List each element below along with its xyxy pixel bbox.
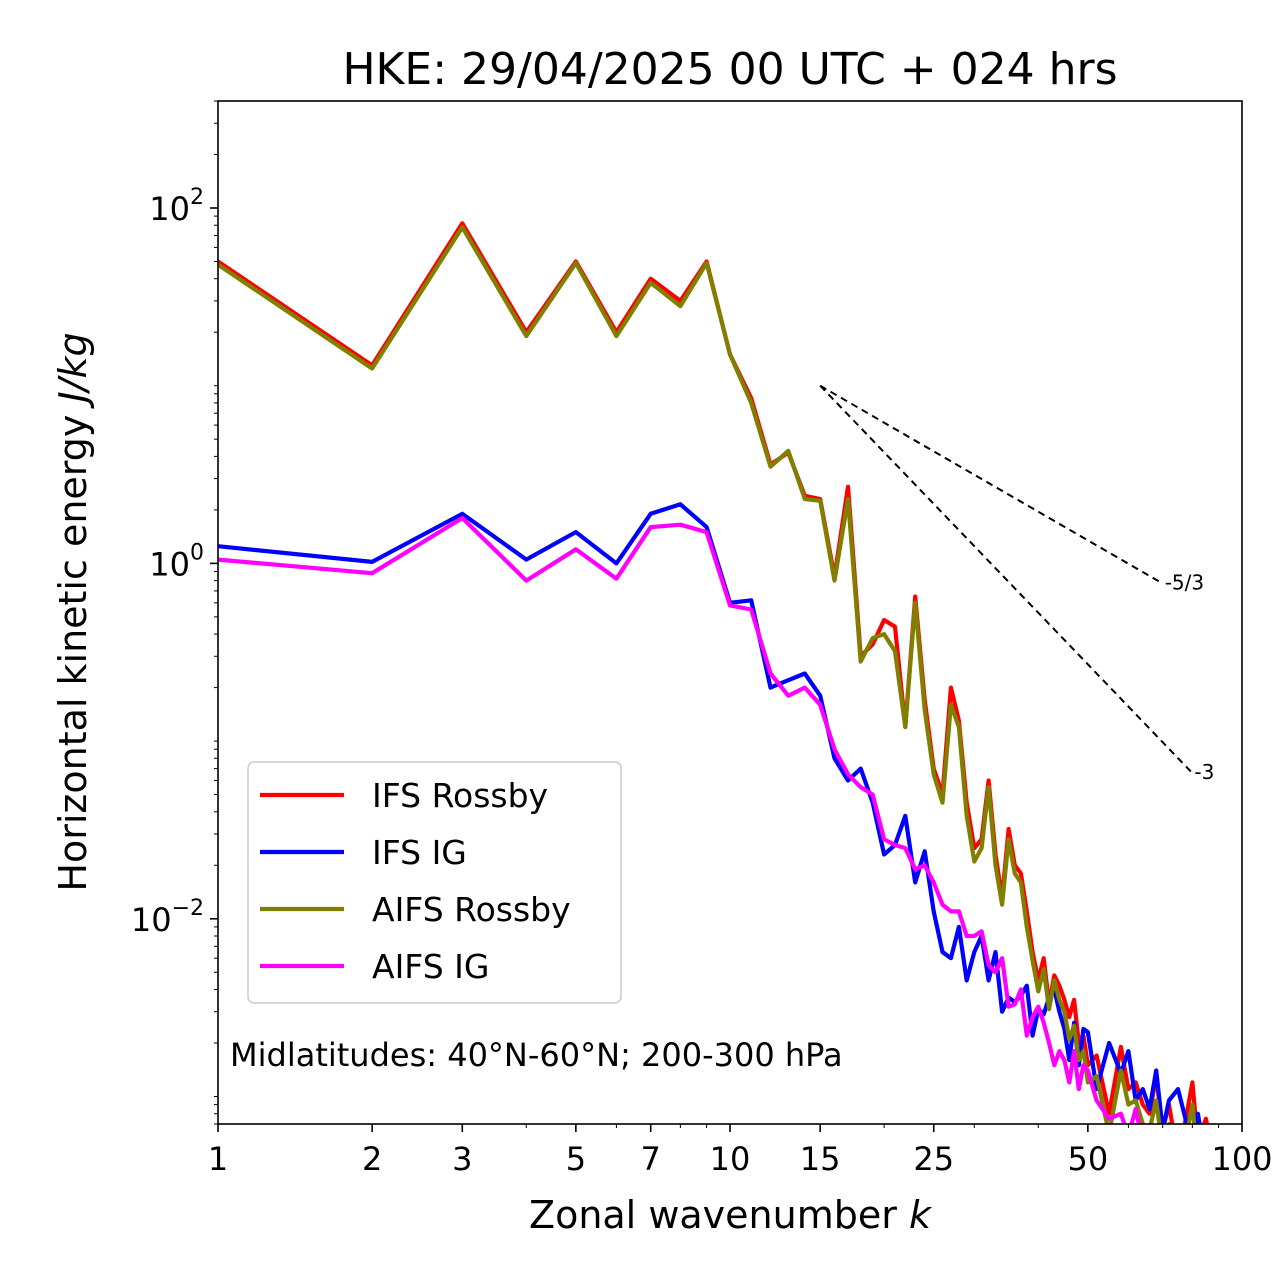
y-axis-title-var: J/kg xyxy=(51,332,95,409)
series-line xyxy=(218,515,1142,1124)
slope-line xyxy=(819,384,1164,585)
legend-label: AIFS IG xyxy=(372,947,489,986)
reference-slopes xyxy=(819,384,1194,774)
legend: IFS Rossby IFS IG AIFS Rossby AIFS IG xyxy=(247,761,622,1004)
x-axis-title-text: Zonal wavenumber xyxy=(529,1193,909,1237)
legend-label: IFS IG xyxy=(372,833,467,872)
x-axis-title-var: k xyxy=(909,1193,933,1237)
slope-label: -5/3 xyxy=(1165,571,1204,595)
x-tick-label: 1 xyxy=(208,1140,228,1178)
x-tick-label: 100 xyxy=(1211,1140,1272,1178)
x-tick-label: 15 xyxy=(800,1140,841,1178)
data-series xyxy=(218,221,1210,1124)
x-tick-label: 7 xyxy=(641,1140,661,1178)
legend-label: AIFS Rossby xyxy=(372,890,571,929)
y-tick-exponent: 0 xyxy=(190,540,204,565)
slope-line xyxy=(819,384,1194,774)
y-tick-base: 10 xyxy=(131,901,172,939)
chart-title: HKE: 29/04/2025 00 UTC + 024 hrs xyxy=(342,44,1117,95)
y-tick-exponent: −2 xyxy=(172,896,204,921)
y-tick-label: 102 xyxy=(149,185,204,228)
y-tick-label: 10−2 xyxy=(131,896,204,939)
x-tick-label: 2 xyxy=(362,1140,382,1178)
plot-frame xyxy=(217,100,1243,1125)
y-axis-title-text: Horizontal kinetic energy xyxy=(51,403,95,892)
y-tick-base: 10 xyxy=(149,190,190,228)
legend-box xyxy=(247,761,622,1004)
x-tick-label: 5 xyxy=(566,1140,586,1178)
legend-label: IFS Rossby xyxy=(372,776,548,815)
x-tick-label: 25 xyxy=(913,1140,954,1178)
x-tick-label: 50 xyxy=(1068,1140,1109,1178)
y-tick-label: 100 xyxy=(149,540,204,583)
x-axis-title: Zonal wavenumber k xyxy=(529,1193,933,1237)
y-tick-exponent: 2 xyxy=(190,185,204,210)
y-axis-title: Horizontal kinetic energy J/kg xyxy=(51,332,95,891)
x-tick-label: 10 xyxy=(710,1140,751,1178)
x-tick-label: 3 xyxy=(452,1140,472,1178)
slope-label: -3 xyxy=(1194,760,1214,784)
slope-labels: -5/3 -3 xyxy=(1165,571,1215,785)
region-annotation: Midlatitudes: 40°N-60°N; 200-300 hPa xyxy=(230,1036,843,1074)
y-tick-base: 10 xyxy=(149,545,190,583)
series-line xyxy=(218,225,1197,1124)
